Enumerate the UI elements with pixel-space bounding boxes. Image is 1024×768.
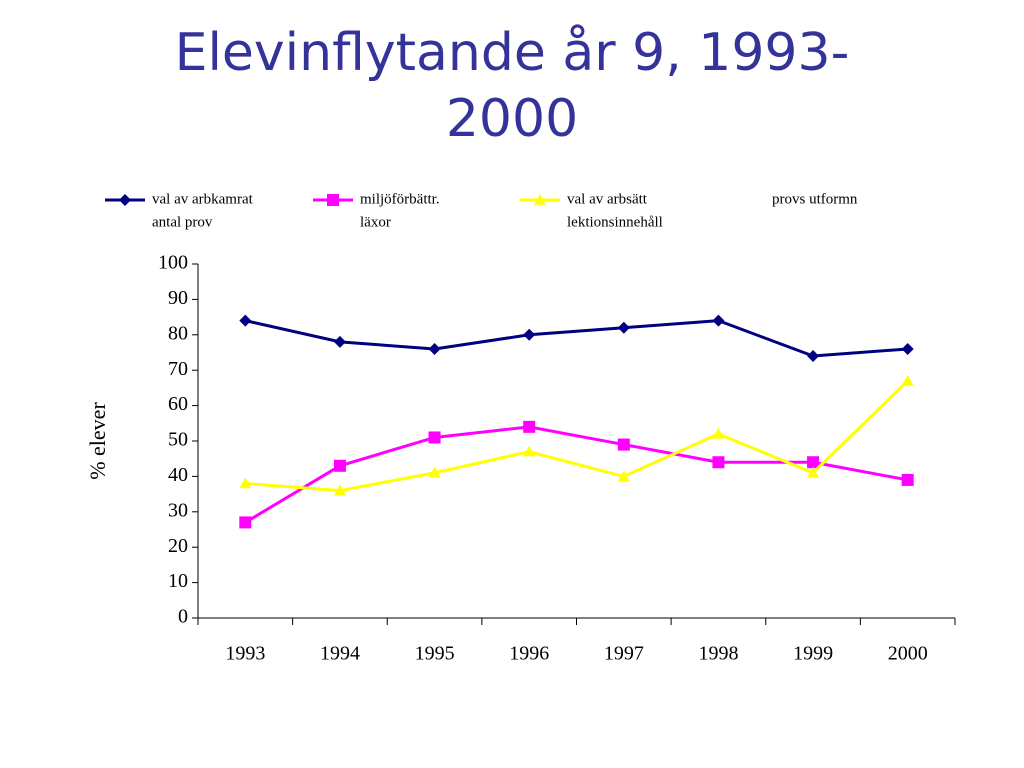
y-tick-label: 100 bbox=[158, 252, 188, 274]
marker bbox=[333, 484, 346, 496]
marker bbox=[239, 516, 252, 529]
legend-label: lektionsinnehåll bbox=[567, 214, 663, 230]
y-tick-label: 10 bbox=[168, 570, 188, 592]
marker bbox=[617, 470, 630, 482]
marker bbox=[534, 194, 546, 205]
x-tick-label: 1995 bbox=[415, 643, 455, 665]
marker bbox=[617, 438, 630, 451]
marker bbox=[523, 420, 536, 433]
x-tick-label: 1996 bbox=[509, 643, 549, 665]
legend-label: val av arbsätt bbox=[567, 191, 648, 207]
y-tick-label: 60 bbox=[168, 393, 188, 415]
marker bbox=[901, 374, 914, 386]
marker bbox=[333, 459, 346, 472]
series-line bbox=[245, 379, 909, 493]
legend-label: antal prov bbox=[152, 214, 213, 230]
series-line bbox=[244, 425, 908, 524]
x-tick-label: 2000 bbox=[888, 643, 928, 665]
marker bbox=[327, 194, 339, 206]
y-tick-label: 80 bbox=[168, 322, 188, 344]
x-tick-label: 1993 bbox=[225, 643, 265, 665]
marker bbox=[901, 473, 914, 486]
marker bbox=[617, 321, 630, 334]
x-tick-label: 1994 bbox=[320, 643, 360, 665]
y-tick-label: 90 bbox=[168, 287, 188, 309]
x-tick-label: 1998 bbox=[698, 643, 738, 665]
x-tick-label: 1999 bbox=[793, 643, 833, 665]
y-tick-label: 70 bbox=[168, 358, 188, 380]
marker bbox=[239, 477, 252, 489]
y-tick-label: 50 bbox=[168, 429, 188, 451]
marker bbox=[523, 328, 536, 341]
series-line bbox=[244, 319, 908, 358]
marker bbox=[333, 335, 346, 348]
marker bbox=[901, 342, 914, 355]
legend-label: miljöförbättr. bbox=[360, 191, 440, 207]
y-tick-label: 20 bbox=[168, 535, 188, 557]
marker bbox=[119, 194, 131, 206]
y-tick-label: 30 bbox=[168, 499, 188, 521]
marker bbox=[807, 466, 820, 478]
marker bbox=[712, 314, 725, 327]
legend-label: val av arbkamrat bbox=[152, 191, 254, 207]
marker bbox=[712, 427, 725, 439]
marker bbox=[428, 342, 441, 355]
marker bbox=[428, 466, 441, 478]
x-tick-label: 1997 bbox=[604, 643, 644, 665]
marker bbox=[523, 445, 536, 457]
chart-title: Elevinflytande år 9, 1993-2000 bbox=[174, 23, 850, 149]
marker bbox=[807, 456, 820, 469]
y-tick-label: 40 bbox=[168, 464, 188, 486]
legend-label: läxor bbox=[360, 214, 391, 230]
marker bbox=[807, 350, 820, 363]
legend-label: provs utformn bbox=[772, 191, 858, 207]
marker bbox=[239, 314, 252, 327]
marker bbox=[428, 431, 441, 444]
y-tick-label: 0 bbox=[178, 606, 188, 628]
marker bbox=[712, 456, 725, 469]
y-axis-label: % elever bbox=[85, 402, 110, 480]
